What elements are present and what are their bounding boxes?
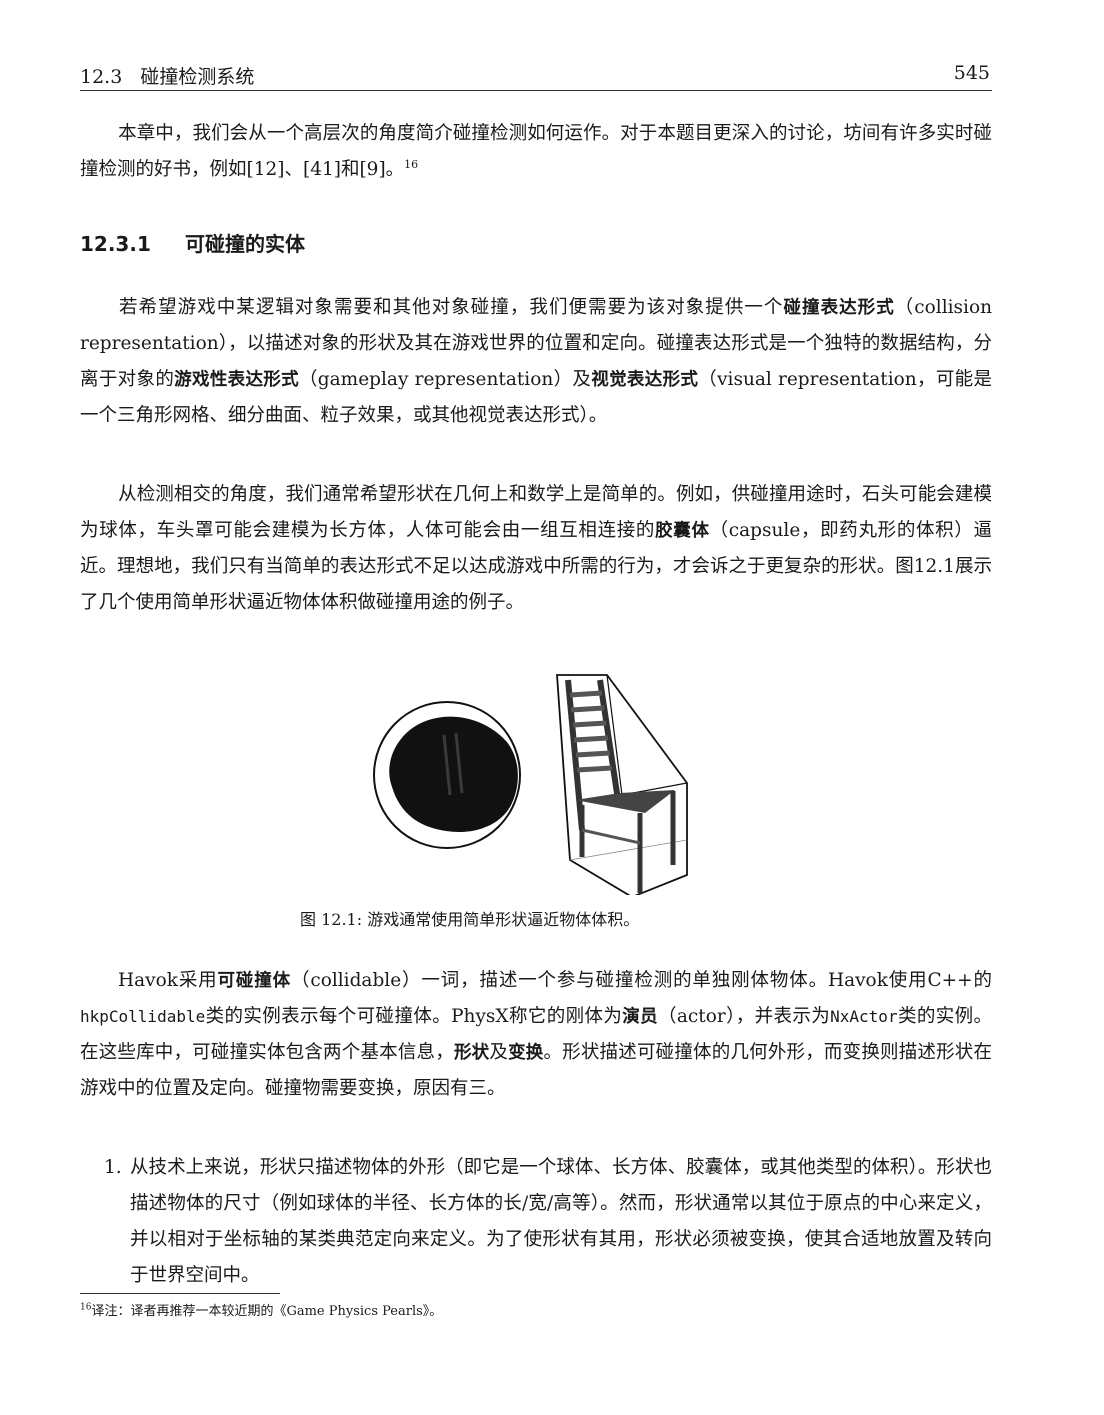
page-number: 545 (953, 62, 990, 84)
term-shape: 形状 (453, 1043, 490, 1063)
para1-text-1: 若希望游戏中某逻辑对象需要和其他对象碰撞，我们便需要为该对象提供一个 (118, 297, 784, 318)
para3-text-2: （collidable）一词，描述一个参与碰撞检测的单独刚体物体。Havok使用… (290, 970, 992, 991)
paragraph-collidable: Havok采用可碰撞体（collidable）一词，描述一个参与碰撞检测的单独刚… (80, 963, 992, 1107)
para2-text-2: （capsule，即药丸形的体积）逼近。理想地，我们只有当简单的表达形式不足以达… (80, 520, 993, 613)
term-collision-representation: 碰撞表达形式 (783, 298, 895, 318)
para3-text-6: 及 (489, 1042, 509, 1063)
running-header: 12.3 碰撞检测系统 545 (80, 62, 992, 91)
intro-paragraph: 本章中，我们会从一个高层次的角度简介碰撞检测如何运作。对于本题目更深入的讨论，坊… (80, 116, 992, 188)
subsection-number: 12.3.1 (80, 232, 151, 256)
term-gameplay-representation: 游戏性表达形式 (174, 370, 299, 390)
para3-text-4: （actor），并表示为 (658, 1006, 831, 1027)
para1-text-3: （gameplay representation）及 (298, 369, 592, 390)
para3-text-1: Havok采用 (118, 970, 218, 991)
list-item-text: 从技术上来说，形状只描述物体的外形（即它是一个球体、长方体、胶囊体，或其他类型的… (130, 1157, 992, 1286)
code-NxActor: NxActor (830, 1007, 898, 1026)
paragraph-simple-shapes: 从检测相交的角度，我们通常希望形状在几何上和数学上是简单的。例如，供碰撞用途时，… (80, 477, 992, 621)
subsection-heading: 12.3.1 可碰撞的实体 (80, 228, 305, 257)
paragraph-collision-representation: 若希望游戏中某逻辑对象需要和其他对象碰撞，我们便需要为该对象提供一个碰撞表达形式… (80, 290, 992, 434)
rock-in-sphere-illustration (373, 701, 521, 849)
list-item-marker: 1. (104, 1157, 122, 1178)
figure-caption: 图 12.1: 游戏通常使用简单形状逼近物体体积。 (300, 910, 640, 929)
para1-text-2: （collision representation），以描述对象的形状及其在游戏… (80, 297, 993, 390)
list-item: 1. 从技术上来说，形状只描述物体的外形（即它是一个球体、长方体、胶囊体，或其他… (104, 1150, 992, 1294)
footnote-ref: 16 (404, 157, 419, 171)
code-hkpCollidable: hkpCollidable (80, 1007, 206, 1026)
para3-text-7: 。形状描述可碰撞体的几何外形，而变换则描述形状在游戏中的位置及定向。碰撞物需要变… (80, 1042, 993, 1099)
footnote: 16译注：译者再推荐一本较近期的《Game Physics Pearls》。 (80, 1300, 442, 1319)
chair-in-box-illustration (556, 674, 688, 899)
figure-illustration (373, 674, 688, 899)
term-capsule: 胶囊体 (655, 521, 710, 541)
numbered-list: 1. 从技术上来说，形状只描述物体的外形（即它是一个球体、长方体、胶囊体，或其他… (104, 1150, 992, 1294)
subsection-title: 可碰撞的实体 (185, 232, 305, 256)
figure-12-1 (370, 665, 700, 899)
term-visual-representation: 视觉表达形式 (591, 370, 699, 390)
footnote-text: 译注：译者再推荐一本较近期的《Game Physics Pearls》。 (91, 1304, 443, 1319)
para2-text-1: 从检测相交的角度，我们通常希望形状在几何上和数学上是简单的。例如，供碰撞用途时，… (80, 484, 992, 541)
header-section-title: 12.3 碰撞检测系统 (80, 66, 255, 88)
term-actor: 演员 (622, 1007, 659, 1027)
term-collidable: 可碰撞体 (217, 971, 291, 991)
term-transform: 变换 (508, 1043, 544, 1063)
intro-text: 本章中，我们会从一个高层次的角度简介碰撞检测如何运作。对于本题目更深入的讨论，坊… (80, 123, 992, 180)
para1-text-4: （visual representation，可能是一个三角形网格、细分曲面、粒… (80, 369, 992, 426)
para3-text-3: 类的实例表示每个可碰撞体。PhysX称它的刚体为 (205, 1006, 623, 1027)
footnote-divider (80, 1293, 280, 1294)
footnote-number: 16 (80, 1302, 92, 1313)
para3-text-5: 类的实例。在这些库中，可碰撞实体包含两个基本信息， (80, 1006, 992, 1063)
